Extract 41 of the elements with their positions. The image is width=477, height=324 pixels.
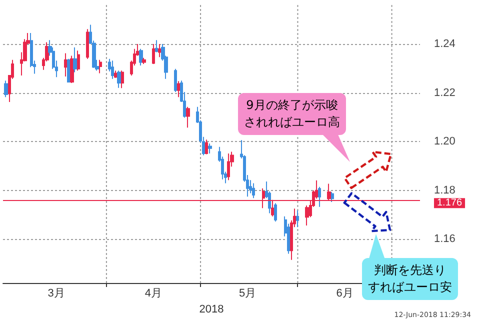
- candlestick: [73, 46, 77, 73]
- y-tick-label: 1.18: [434, 184, 456, 196]
- candlestick: [4, 80, 8, 98]
- candlestick: [227, 153, 230, 181]
- x-tick-label: 6月: [336, 288, 354, 300]
- candlestick: [121, 70, 124, 89]
- annotation: 判断を先送りすればユーロ安: [362, 258, 458, 300]
- candlestick: [274, 202, 277, 222]
- x-tick-label: 3月: [48, 288, 65, 300]
- annotation: 9月の終了が示唆されればユーロ高: [238, 93, 346, 135]
- y-tick-label: 1.16: [434, 233, 456, 246]
- candlestick: [142, 57, 146, 65]
- candlestick: [208, 143, 212, 154]
- candlestick: [152, 44, 155, 65]
- x-tick-label: 4月: [144, 288, 162, 300]
- candlestick: [111, 60, 114, 80]
- candlestick: [177, 80, 180, 98]
- candlestick: [64, 52, 67, 77]
- candlestick: [155, 40, 158, 53]
- candlestick: [318, 186, 321, 208]
- candlestick: [296, 210, 299, 228]
- candlestick: [186, 106, 190, 128]
- candlestick: [77, 50, 80, 72]
- candlestick: [305, 204, 309, 226]
- x-axis-title: 2018: [199, 303, 224, 316]
- candlestick: [139, 48, 143, 66]
- candlestick: [70, 55, 74, 84]
- candlestick: [67, 58, 70, 83]
- candlestick: [174, 68, 177, 93]
- candlestick: [117, 70, 121, 88]
- candlestick: [158, 44, 161, 58]
- candlestick: [331, 192, 334, 203]
- x-tick-label: 5月: [238, 288, 256, 300]
- ref-line-label: 1.176: [437, 198, 462, 209]
- candlestick: [252, 182, 255, 199]
- candlestick: [99, 59, 102, 74]
- y-tick-label: 1.22: [434, 86, 456, 99]
- candlestick: [86, 28, 89, 60]
- y-tick-label: 1.20: [434, 136, 456, 148]
- candlestick: [205, 139, 208, 155]
- y-tick-label: 1.24: [434, 38, 456, 50]
